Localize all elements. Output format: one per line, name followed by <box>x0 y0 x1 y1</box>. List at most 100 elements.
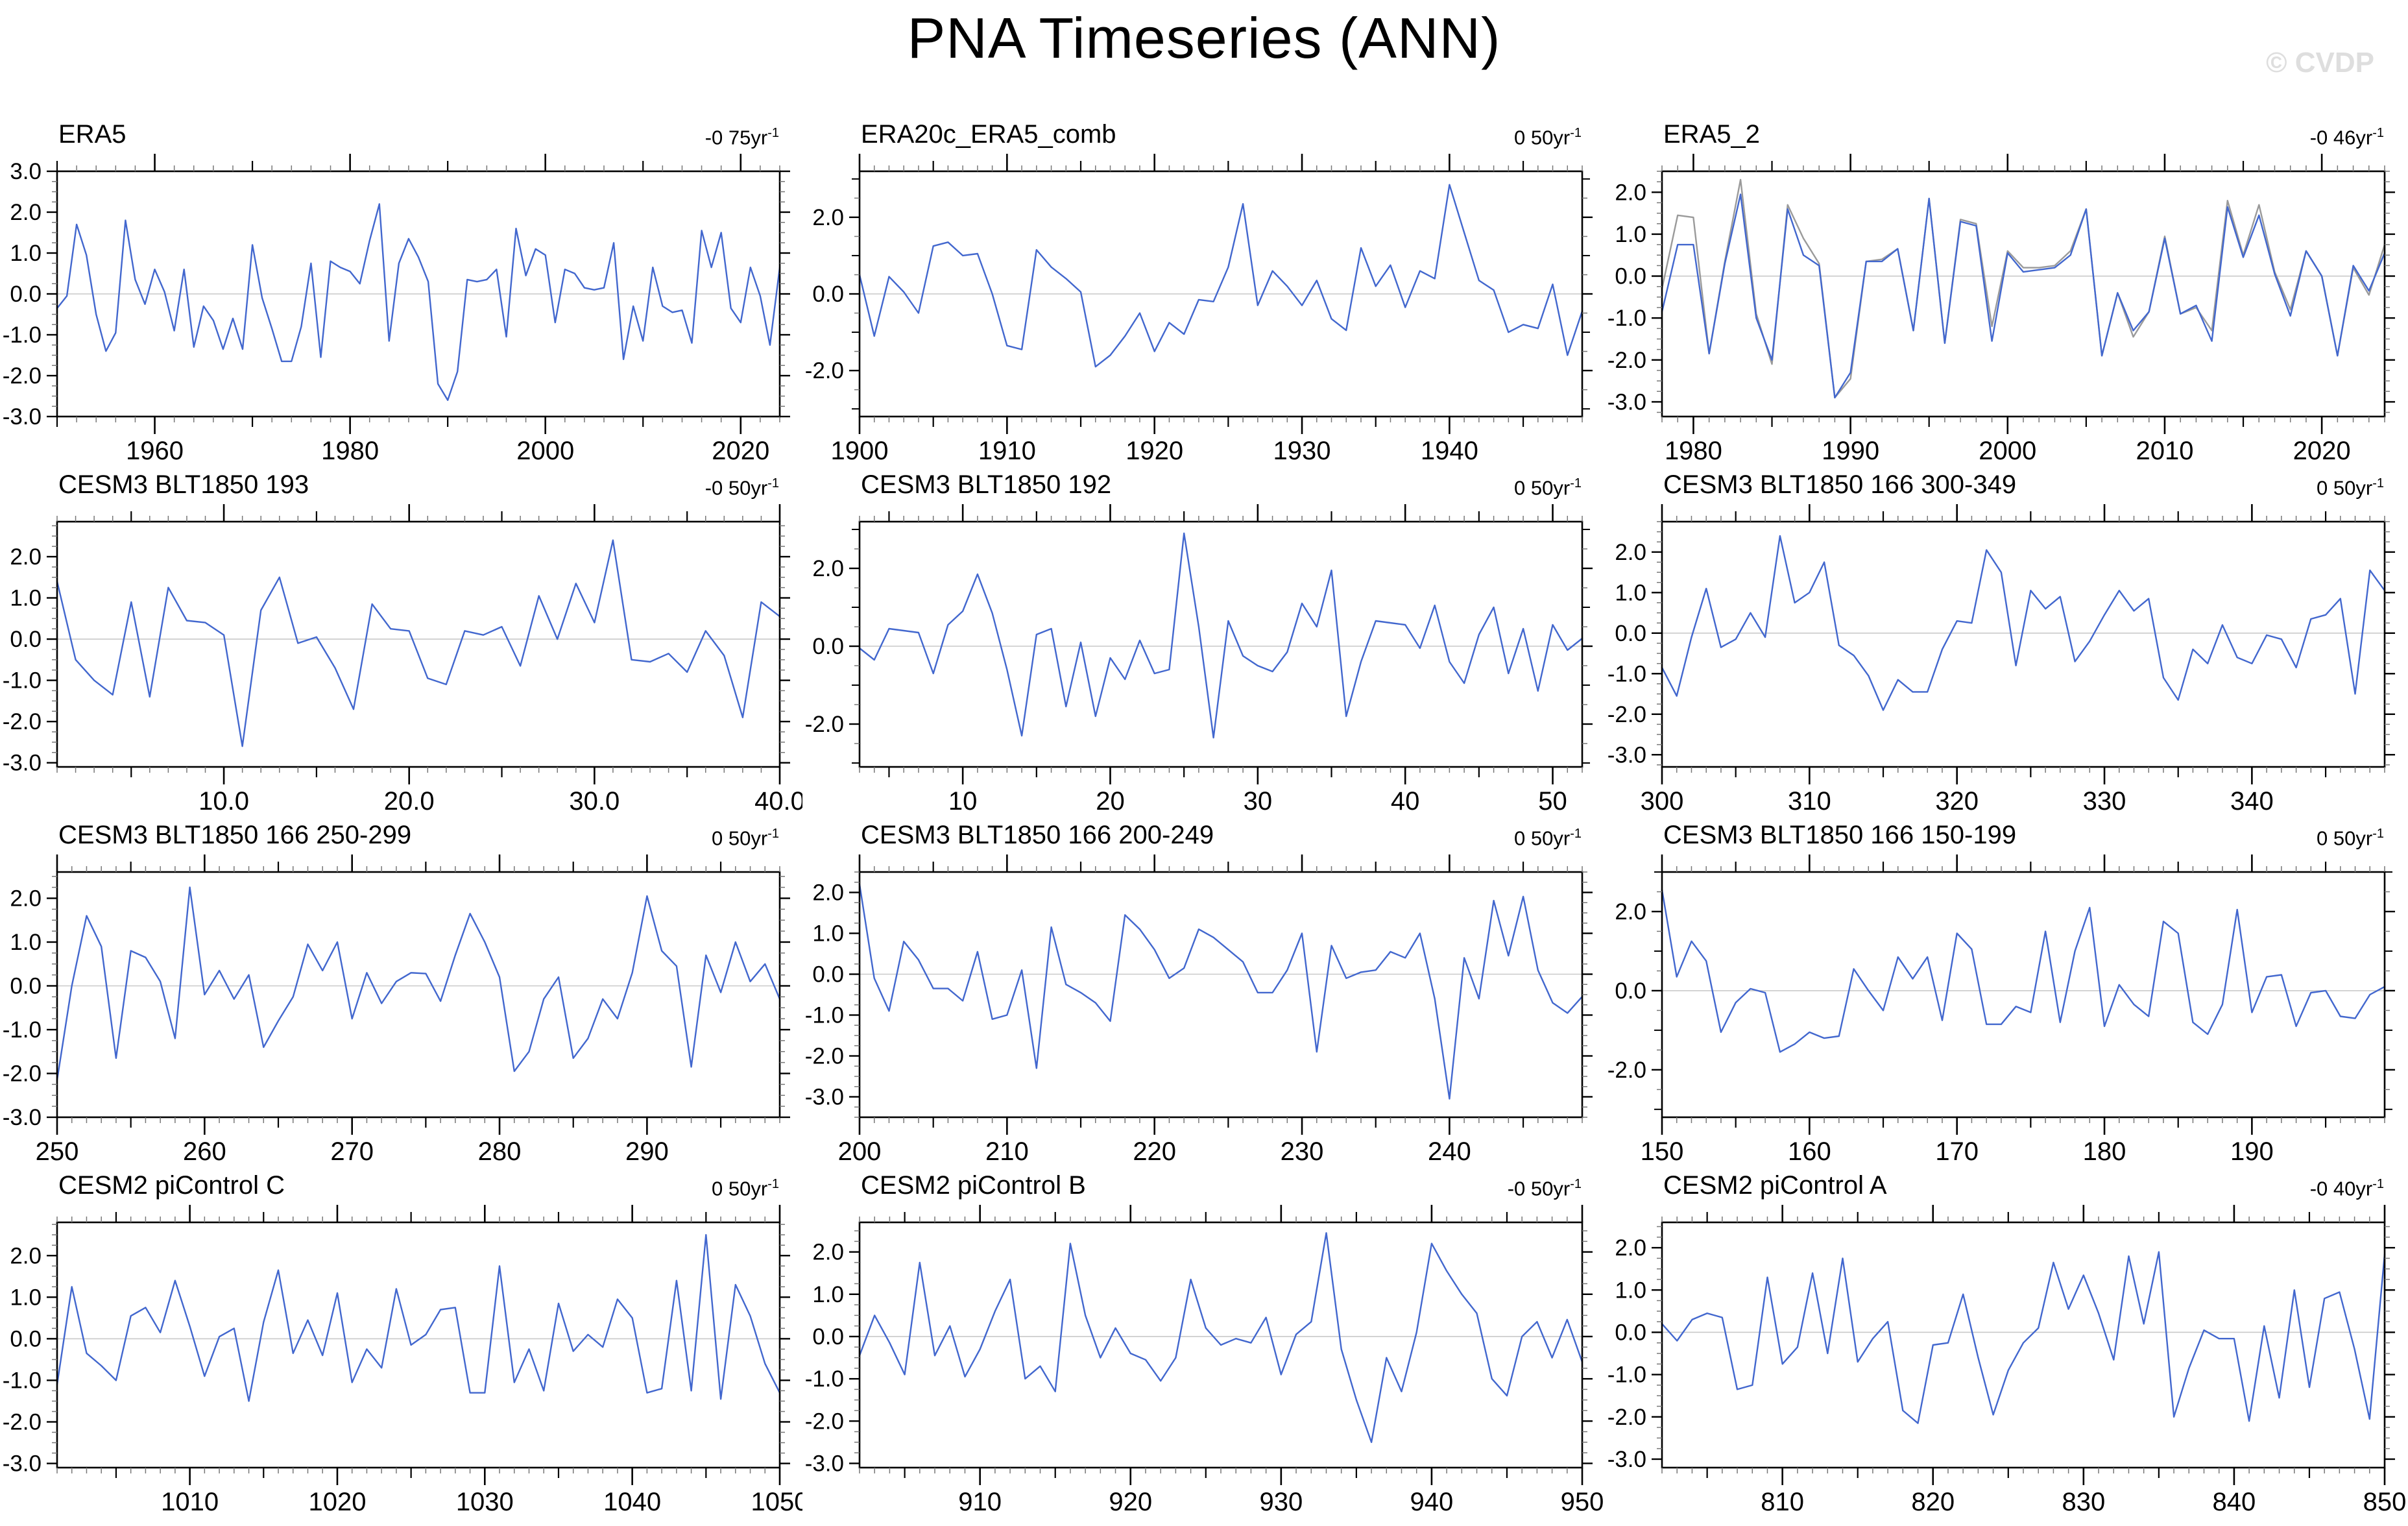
trend-exponent: -1 <box>2372 476 2384 490</box>
trend-exponent: -1 <box>767 125 779 140</box>
svg-text:1.0: 1.0 <box>1615 1278 1646 1303</box>
svg-text:50: 50 <box>1538 787 1567 814</box>
chart-panel-cesm3-blt1850-193: CESM3 BLT1850 193 -0 50yr-1 10.0 20.0 30.0… <box>0 465 802 815</box>
svg-text:2.0: 2.0 <box>812 205 844 230</box>
chart-title: CESM3 BLT1850 192 <box>861 470 1112 499</box>
timeseries-plot: 910 920 930 940 950 2.0 1.0 0.0 -1.0 -2.0 -3.0 <box>805 1205 1604 1514</box>
svg-text:910: 910 <box>958 1488 1002 1514</box>
svg-text:1900: 1900 <box>831 437 889 463</box>
svg-text:40: 40 <box>1391 787 1420 814</box>
svg-text:1930: 1930 <box>1273 437 1331 463</box>
svg-text:1.0: 1.0 <box>10 930 42 955</box>
chart-header: CESM3 BLT1850 166 250-299 0 50yr-1 <box>0 815 802 850</box>
svg-text:160: 160 <box>1788 1137 1831 1164</box>
svg-text:1.0: 1.0 <box>10 1285 42 1310</box>
svg-text:3.0: 3.0 <box>10 159 42 184</box>
chart-title: CESM3 BLT1850 166 250-299 <box>58 821 412 849</box>
svg-text:-2.0: -2.0 <box>1607 1058 1646 1083</box>
trend-label: 0 50yr-1 <box>1514 476 1582 500</box>
chart-title: CESM3 BLT1850 166 150-199 <box>1663 821 2017 849</box>
svg-text:-2.0: -2.0 <box>3 1061 42 1087</box>
chart-panel-era5-2: ERA5_2 -0 46yr-1 1980 1990 2000 2010 2020 2.0… <box>1605 114 2407 465</box>
svg-text:2020: 2020 <box>2293 437 2351 463</box>
chart-header: CESM3 BLT1850 193 -0 50yr-1 <box>0 465 802 500</box>
svg-text:1030: 1030 <box>456 1488 514 1514</box>
svg-text:0.0: 0.0 <box>812 1324 844 1350</box>
svg-text:1050: 1050 <box>751 1488 802 1514</box>
chart-header: ERA5_2 -0 46yr-1 <box>1605 114 2407 149</box>
trend-label: 0 50yr-1 <box>1514 126 1582 149</box>
trend-value: -0 75yr <box>704 126 768 149</box>
svg-text:20: 20 <box>1096 787 1125 814</box>
chart-panel-cesm3-blt1850-166-300-349: CESM3 BLT1850 166 300-349 0 50yr-1 300 31… <box>1605 465 2407 815</box>
svg-text:0.0: 0.0 <box>10 627 42 652</box>
svg-text:310: 310 <box>1788 787 1831 814</box>
trend-value: -0 50yr <box>1507 1177 1571 1200</box>
svg-text:240: 240 <box>1428 1137 1471 1164</box>
chart-panel-cesm3-blt1850-166-250-299: CESM3 BLT1850 166 250-299 0 50yr-1 250 26… <box>0 815 802 1165</box>
svg-text:-1.0: -1.0 <box>3 322 42 348</box>
svg-text:290: 290 <box>625 1137 669 1164</box>
svg-text:-1.0: -1.0 <box>3 668 42 694</box>
svg-text:210: 210 <box>985 1137 1029 1164</box>
cvdp-watermark: © CVDP <box>2266 47 2374 79</box>
chart-panel-era20c-era5-comb: ERA20c_ERA5_comb 0 50yr-1 1900 1910 1920 19… <box>802 114 1605 465</box>
svg-text:200: 200 <box>838 1137 882 1164</box>
trend-exponent: -1 <box>2372 1176 2384 1191</box>
trend-value: 0 50yr <box>1514 126 1571 149</box>
trend-label: 0 50yr-1 <box>2317 827 2384 850</box>
chart-header: CESM2 piControl C 0 50yr-1 <box>0 1165 802 1200</box>
svg-text:260: 260 <box>183 1137 226 1164</box>
svg-text:170: 170 <box>1935 1137 1979 1164</box>
svg-text:1.0: 1.0 <box>10 241 42 266</box>
svg-text:230: 230 <box>1281 1137 1324 1164</box>
svg-text:1.0: 1.0 <box>812 921 844 947</box>
timeseries-plot: 810 820 830 840 850 2.0 1.0 0.0 -1.0 -2.0 -3.0 <box>1607 1205 2407 1514</box>
trend-exponent: -1 <box>767 826 779 841</box>
chart-title: CESM3 BLT1850 166 200-249 <box>861 821 1214 849</box>
svg-text:-3.0: -3.0 <box>3 751 42 776</box>
svg-text:-2.0: -2.0 <box>805 712 844 737</box>
svg-text:-2.0: -2.0 <box>3 709 42 734</box>
svg-text:270: 270 <box>330 1137 374 1164</box>
trend-value: 0 50yr <box>2317 476 2373 499</box>
svg-text:1980: 1980 <box>1665 437 1722 463</box>
svg-text:300: 300 <box>1641 787 1684 814</box>
chart-title: ERA5 <box>58 120 126 149</box>
trend-exponent: -1 <box>1570 125 1582 140</box>
trend-exponent: -1 <box>767 476 779 490</box>
svg-text:0.0: 0.0 <box>1615 978 1646 1004</box>
trend-label: 0 50yr-1 <box>1514 827 1582 850</box>
chart-title: CESM3 BLT1850 166 300-349 <box>1663 470 2017 499</box>
page-title: PNA Timeseries (ANN) <box>907 6 1501 70</box>
chart-panel-cesm2-picontrol-c: CESM2 piControl C 0 50yr-1 1010 1020 1030 1… <box>0 1165 802 1516</box>
svg-text:850: 850 <box>2363 1488 2407 1514</box>
timeseries-plot: 1900 1910 1920 1930 1940 2.0 0.0 -2.0 <box>805 154 1593 463</box>
svg-text:-1.0: -1.0 <box>3 1017 42 1043</box>
chart-panel-era5: ERA5 -0 75yr-1 1960 1980 2000 2020 3.0 2.0 1.0… <box>0 114 802 465</box>
trend-label: -0 46yr-1 <box>2310 126 2384 149</box>
chart-header: ERA5 -0 75yr-1 <box>0 114 802 149</box>
chart-title: CESM2 piControl A <box>1663 1171 1887 1200</box>
svg-text:-1.0: -1.0 <box>1607 306 1646 331</box>
svg-text:30: 30 <box>1244 787 1273 814</box>
svg-text:-3.0: -3.0 <box>1607 1447 1646 1472</box>
svg-text:1960: 1960 <box>126 437 184 463</box>
timeseries-plot: 250 260 270 280 290 2.0 1.0 0.0 -1.0 -2.0 -3.0 <box>3 854 790 1164</box>
svg-text:-2.0: -2.0 <box>805 1044 844 1069</box>
trend-exponent: -1 <box>1570 476 1582 490</box>
timeseries-plot: 10 20 30 40 50 2.0 0.0 -2.0 <box>805 504 1593 814</box>
svg-text:40.0: 40.0 <box>754 787 802 814</box>
svg-text:0.0: 0.0 <box>1615 621 1646 646</box>
chart-header: CESM2 piControl A -0 40yr-1 <box>1605 1165 2407 1200</box>
svg-text:950: 950 <box>1561 1488 1604 1514</box>
timeseries-plot: 1980 1990 2000 2010 2020 2.0 1.0 0.0 -1.0 -2.0 -3.… <box>1607 154 2395 463</box>
svg-text:840: 840 <box>2213 1488 2256 1514</box>
svg-text:-1.0: -1.0 <box>1607 1362 1646 1388</box>
trend-value: 0 50yr <box>712 827 768 849</box>
svg-text:2.0: 2.0 <box>10 200 42 225</box>
svg-text:2000: 2000 <box>1979 437 2036 463</box>
svg-text:-1.0: -1.0 <box>805 1003 844 1028</box>
svg-text:2.0: 2.0 <box>10 886 42 912</box>
chart-panel-cesm3-blt1850-166-150-199: CESM3 BLT1850 166 150-199 0 50yr-1 150 16… <box>1605 815 2407 1165</box>
